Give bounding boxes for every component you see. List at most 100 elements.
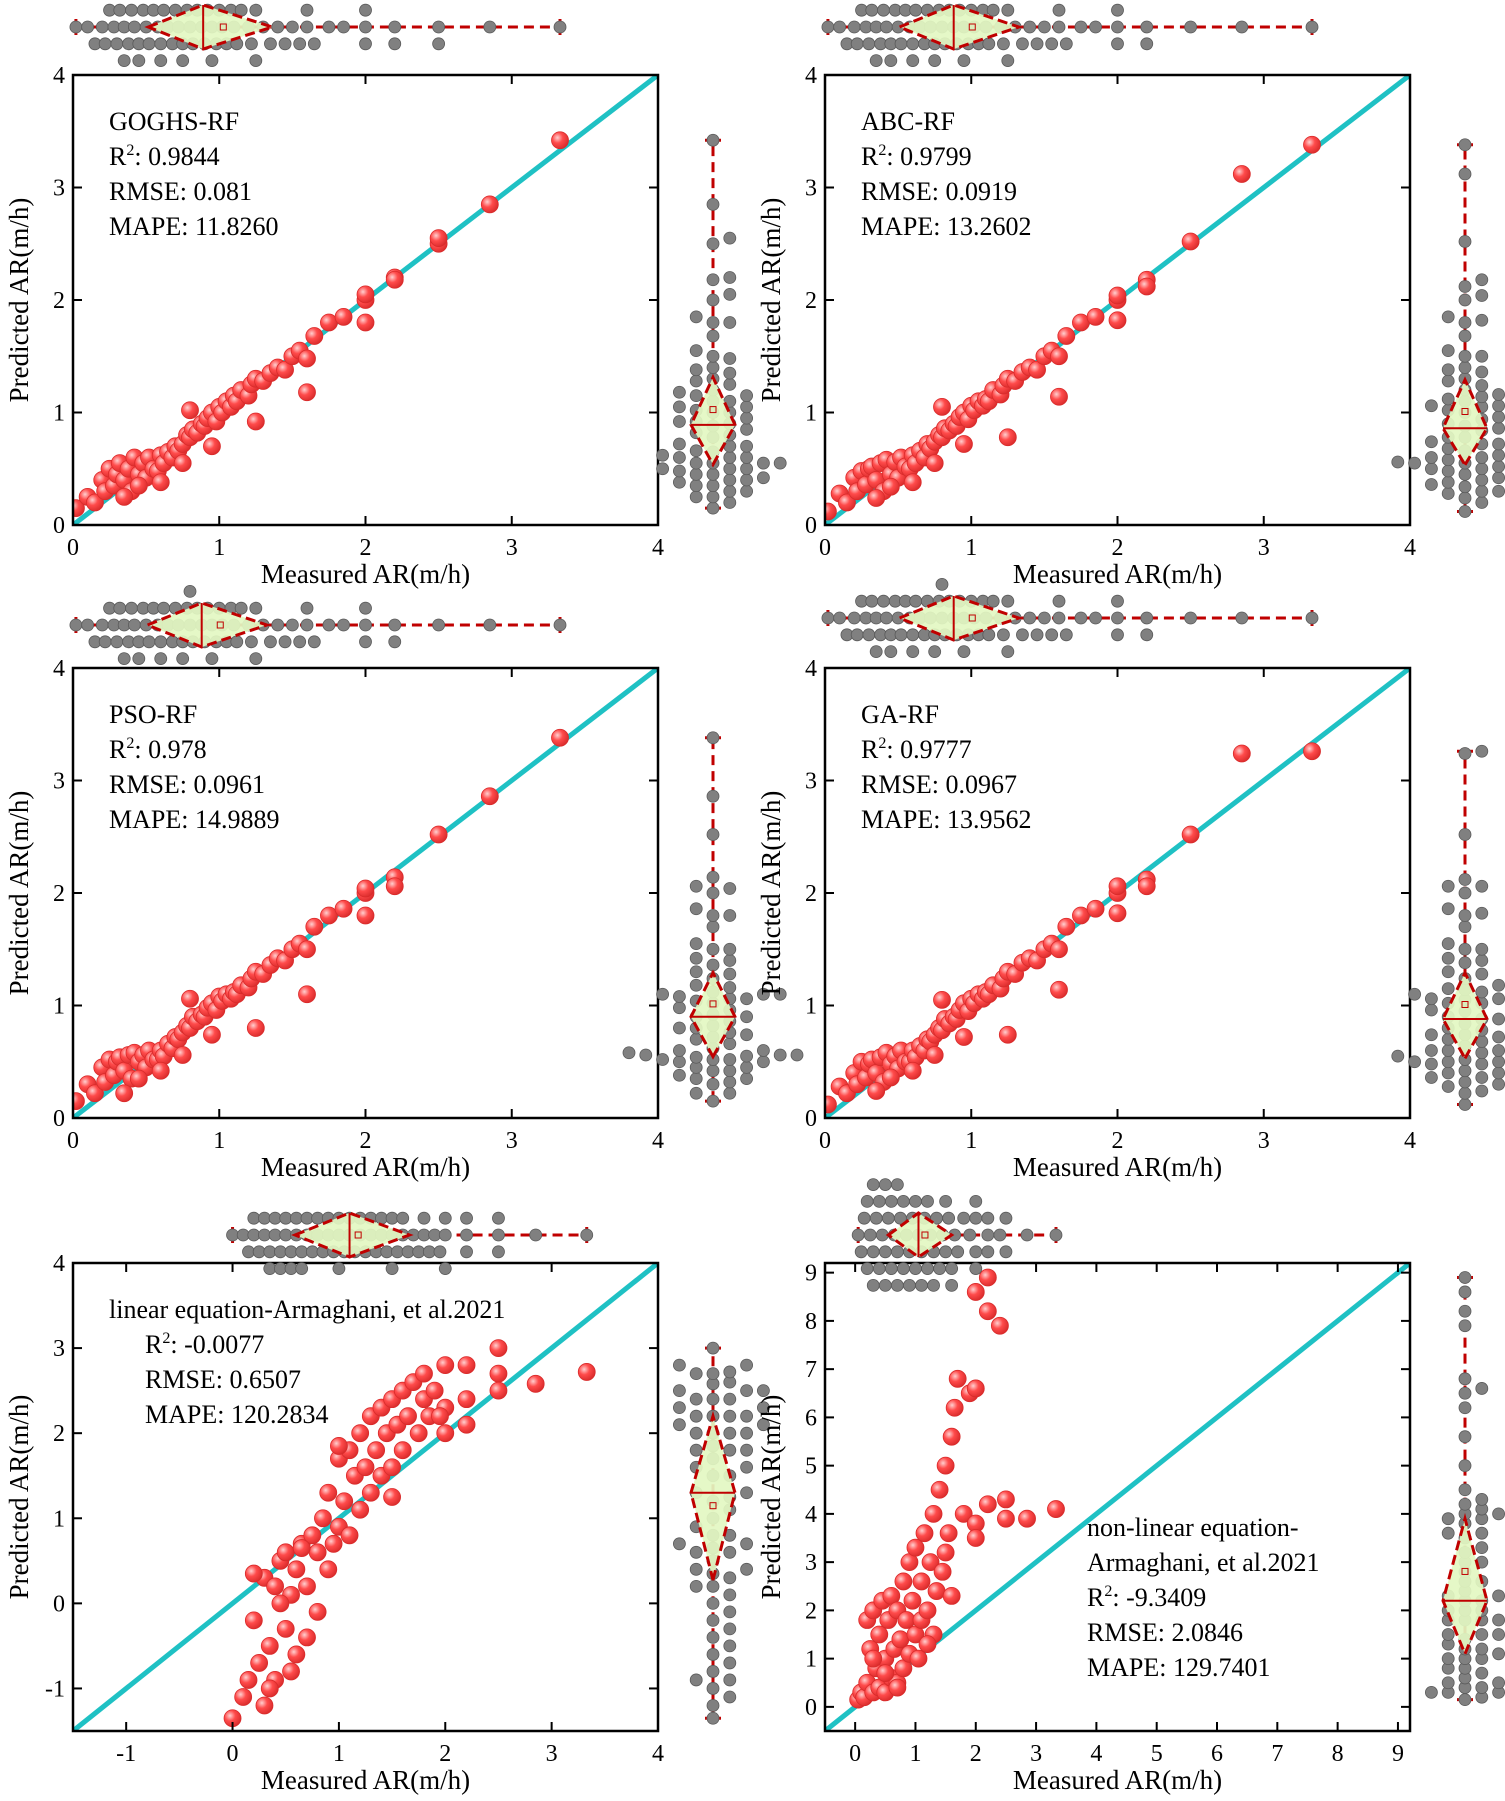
y-axis-label: Predicted AR(m/h) (4, 1395, 34, 1600)
marginal-point (981, 1228, 995, 1242)
marginal-point (689, 902, 703, 916)
data-point (393, 1441, 412, 1460)
scatter-points (73, 728, 569, 1111)
marginal-point (706, 1665, 720, 1678)
marginal-swarm (821, 3, 1319, 67)
marginal-diamond (1441, 1512, 1489, 1658)
annotation-line: RMSE: 2.0846 (1087, 1618, 1243, 1647)
y-tick-label: 2 (53, 881, 65, 907)
data-point (244, 1611, 263, 1630)
marginal-point (706, 886, 720, 900)
marginal-point (673, 475, 686, 489)
marginal-point (673, 1021, 686, 1035)
data-point (276, 1619, 295, 1638)
marginal-point (1458, 1372, 1472, 1386)
marginal-point (673, 437, 686, 451)
data-point (489, 1339, 508, 1357)
marginal-point (1425, 435, 1438, 449)
marginal-point (999, 1245, 1013, 1259)
annotation-line: non-linear equation- (1087, 1513, 1299, 1542)
marginal-point (1305, 611, 1319, 625)
x-tick-label: 1 (965, 535, 977, 561)
data-point (1108, 286, 1127, 305)
marginal-point (1492, 410, 1505, 424)
marginal-point (986, 3, 1000, 17)
marginal-point (263, 1245, 277, 1259)
data-point (870, 1625, 889, 1644)
data-point (115, 1084, 134, 1103)
marginal-point (997, 37, 1010, 51)
data-point (1108, 877, 1127, 896)
marginal-point (673, 464, 686, 478)
data-point (933, 397, 951, 416)
data-point (551, 131, 569, 150)
data-point (334, 899, 353, 918)
marginal-point (247, 1228, 261, 1242)
marginal-point (723, 366, 737, 380)
marginal-point (1475, 1382, 1489, 1395)
data-point (978, 1495, 997, 1514)
marginal-point (1425, 1044, 1438, 1057)
marginal-point (1441, 937, 1455, 951)
marginal-point (1016, 628, 1029, 642)
marginal-point (432, 618, 446, 632)
marginal-point (1441, 1512, 1455, 1526)
marginal-point (723, 967, 737, 981)
marginal-point (132, 652, 146, 665)
marginal-swarm (851, 1178, 1063, 1292)
marginal-point (249, 652, 263, 665)
marginal-point (1045, 37, 1059, 51)
data-point (924, 1504, 943, 1523)
marginal-point (1235, 20, 1249, 34)
marginal-point (689, 1579, 703, 1593)
marginal-point (268, 1211, 282, 1225)
data-point (933, 1562, 952, 1581)
data-point (409, 1424, 428, 1443)
data-point (86, 1084, 104, 1103)
marginal-point (723, 496, 737, 509)
marginal-point (492, 1211, 505, 1225)
data-point (429, 229, 448, 248)
marginal-point (1492, 388, 1505, 401)
y-tick-label: 4 (805, 63, 817, 89)
marginal-point (1140, 628, 1154, 642)
data-point (1108, 311, 1127, 330)
y-tick-label: 3 (53, 769, 65, 795)
marginal-point (890, 1178, 904, 1191)
marginal-point (706, 958, 720, 972)
marginal-point (1492, 1647, 1505, 1661)
marginal-point (1458, 1319, 1472, 1333)
x-tick-label: 1 (965, 1128, 977, 1154)
marginal-mean (709, 1000, 717, 1008)
data-point (897, 1611, 916, 1629)
marginal-point (359, 635, 372, 649)
marginal-point (401, 1245, 415, 1259)
marginal-point (740, 411, 753, 425)
marginal-point (300, 20, 314, 34)
marginal-point (928, 54, 942, 67)
y-tick-label: 3 (53, 176, 65, 202)
chart-panel-pso-rf: 0 1 2 3 4 0 1 2 3 4 Measured AR(m/h) Predicted AR(m… (4, 585, 804, 1182)
marginal-point (1441, 374, 1455, 388)
data-point (181, 989, 199, 1008)
marginal-point (897, 1195, 910, 1208)
marginal-point (723, 1443, 737, 1457)
marginal-point (432, 20, 446, 34)
marginal-point (706, 1367, 720, 1381)
marginal-point (226, 1228, 239, 1242)
marginal-point (1391, 455, 1405, 469)
marginal-point (706, 1631, 720, 1644)
marginal-point (869, 54, 883, 67)
marginal-point (1001, 645, 1015, 658)
data-point (356, 906, 375, 925)
x-axis-label: Measured AR(m/h) (261, 559, 470, 589)
data-point (234, 1688, 253, 1706)
marginal-point (300, 1211, 314, 1225)
marginal-point (969, 1262, 983, 1275)
marginal-point (1458, 1401, 1472, 1415)
data-point (73, 1092, 85, 1111)
marginal-point (1408, 456, 1421, 470)
marginal-point (1441, 392, 1455, 406)
marginal-point (656, 448, 669, 462)
data-point (888, 1678, 907, 1697)
